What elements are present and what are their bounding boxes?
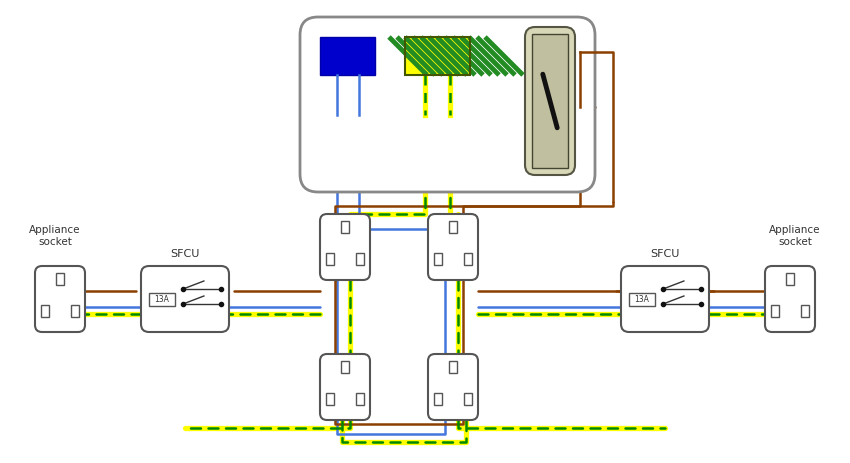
Bar — [356, 253, 364, 265]
FancyBboxPatch shape — [35, 266, 85, 332]
Bar — [801, 305, 809, 317]
FancyBboxPatch shape — [320, 354, 370, 420]
Bar — [149, 293, 175, 306]
Bar — [532, 35, 568, 169]
Bar — [434, 253, 442, 265]
Bar — [320, 38, 375, 76]
Text: SFCU: SFCU — [170, 249, 200, 258]
Bar — [405, 38, 470, 76]
Bar — [434, 393, 442, 405]
Bar — [464, 393, 472, 405]
FancyBboxPatch shape — [428, 214, 478, 281]
Bar — [771, 305, 779, 317]
FancyBboxPatch shape — [428, 354, 478, 420]
FancyBboxPatch shape — [525, 28, 575, 175]
Bar — [356, 393, 364, 405]
Bar — [326, 393, 334, 405]
Bar — [629, 293, 655, 306]
Bar — [71, 305, 79, 317]
FancyBboxPatch shape — [141, 266, 229, 332]
Text: SFCU: SFCU — [650, 249, 680, 258]
FancyBboxPatch shape — [320, 214, 370, 281]
Bar — [786, 274, 794, 285]
Bar — [326, 253, 334, 265]
FancyBboxPatch shape — [765, 266, 815, 332]
Bar — [341, 221, 349, 233]
FancyBboxPatch shape — [621, 266, 709, 332]
FancyBboxPatch shape — [300, 18, 595, 193]
Bar — [41, 305, 49, 317]
Bar — [449, 361, 457, 373]
Bar — [56, 274, 64, 285]
Bar — [405, 38, 470, 76]
Text: 13A: 13A — [155, 295, 169, 304]
Bar — [341, 361, 349, 373]
Text: Appliance
socket: Appliance socket — [769, 225, 821, 246]
Text: Appliance
socket: Appliance socket — [29, 225, 81, 246]
Text: 13A: 13A — [635, 295, 649, 304]
Bar — [449, 221, 457, 233]
Bar — [464, 253, 472, 265]
